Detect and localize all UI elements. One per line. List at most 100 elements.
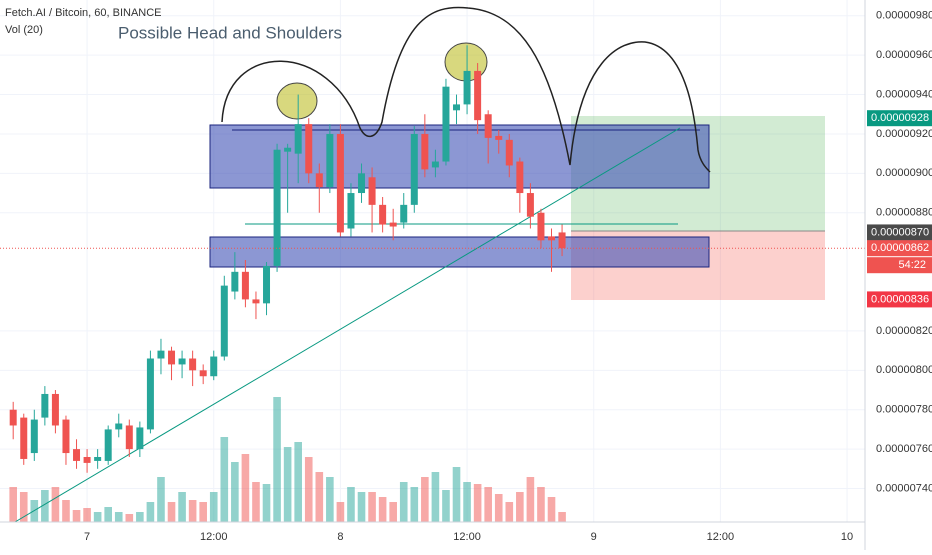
volume-bar: [452, 467, 461, 522]
volume-bar: [526, 477, 535, 522]
volume-bar: [357, 492, 366, 522]
volume-bar: [188, 500, 197, 522]
volume-bar: [389, 502, 397, 522]
candle-body: [210, 356, 218, 377]
candle-body: [263, 265, 271, 304]
y-tick-label: 0.00000820: [876, 325, 932, 337]
volume-bar: [336, 502, 345, 522]
candle-body: [495, 135, 503, 140]
candle-body: [94, 456, 102, 461]
candle-body: [241, 271, 249, 300]
volume-bar: [220, 437, 229, 522]
volume-bar: [231, 462, 239, 522]
candle-body: [453, 104, 461, 111]
volume-bar: [72, 510, 81, 522]
candle-body: [73, 449, 81, 461]
support-box: [209, 236, 710, 268]
candle-body: [347, 193, 355, 229]
y-tick-label: 0.00000780: [876, 404, 932, 416]
y-tick-label: 0.00000740: [876, 482, 932, 494]
drawings: [14, 6, 825, 523]
candle-body: [463, 70, 471, 105]
candle-body: [104, 429, 112, 461]
candle-body: [284, 147, 292, 152]
candle-body: [442, 86, 450, 162]
axis-labels: 0.00000980 0.00000960 0.00000940 0.00000920…: [84, 10, 932, 543]
countdown-box: [867, 257, 932, 274]
candle-body: [379, 204, 387, 225]
candle-body: [410, 133, 418, 205]
volume-bar: [410, 487, 419, 522]
candle-body: [305, 124, 313, 174]
candle-body: [125, 425, 133, 450]
x-tick-label: 9: [591, 531, 597, 543]
candle-body: [400, 204, 408, 223]
volume-bar: [93, 512, 102, 522]
volume-bar: [547, 497, 556, 522]
volume-bar: [19, 492, 28, 522]
candle-body: [273, 149, 281, 266]
volume-bar: [516, 492, 524, 522]
volume-bar: [421, 477, 429, 522]
candle-body: [189, 358, 197, 371]
volume-bar: [252, 482, 260, 522]
volume-bar: [283, 447, 292, 522]
candle-body: [431, 161, 439, 168]
candle-body: [178, 358, 186, 365]
y-tick-label: 0.00000920: [876, 128, 932, 140]
countdown: 54:22: [898, 259, 926, 271]
candle-body: [516, 161, 524, 194]
volume-bar: [484, 487, 492, 522]
volume-bar: [83, 508, 91, 522]
volume-bar: [273, 397, 281, 522]
candle-body: [51, 393, 59, 426]
volume-bar: [537, 487, 545, 522]
candle-body: [62, 419, 70, 454]
candle-body: [231, 271, 239, 292]
price-axis: [865, 0, 932, 550]
volume-bar: [104, 507, 112, 522]
volume-bar: [136, 512, 144, 522]
volume-bar: [494, 494, 503, 522]
candles: [0, 45, 865, 473]
candle-body: [315, 173, 323, 188]
volume-bar: [62, 500, 70, 522]
indicator-label: Vol (20): [5, 24, 43, 36]
volume-bar: [157, 477, 165, 522]
price-label-box: [867, 240, 932, 257]
chart-title: Fetch.AI / Bitcoin, 60, BINANCE: [5, 7, 162, 19]
candle-body: [115, 423, 123, 430]
volume-bar: [262, 484, 271, 522]
price-label: 0.00000928: [871, 112, 929, 124]
volume-bar: [304, 457, 313, 522]
resistance-box: [209, 124, 710, 189]
trend-line: [14, 127, 681, 523]
volume-bar: [347, 487, 355, 522]
price-label: 0.00000862: [871, 242, 929, 254]
volume-bar: [558, 512, 566, 522]
volume-bar: [125, 514, 134, 522]
candle-body: [526, 193, 534, 217]
y-tick-label: 0.00000940: [876, 88, 932, 100]
price-label-box: [867, 224, 932, 241]
price-label: 0.00000836: [871, 293, 929, 305]
candle-body: [30, 419, 38, 454]
candle-body: [146, 358, 154, 430]
candle-body: [199, 370, 207, 377]
volume-bar: [442, 490, 450, 522]
volume-bar: [146, 502, 155, 522]
x-tick-label: 12:00: [200, 531, 228, 543]
volume-bar: [41, 490, 49, 522]
y-tick-label: 0.00000980: [876, 10, 932, 22]
volume-bar: [199, 502, 207, 522]
candle-body: [326, 133, 334, 188]
candle-body: [168, 350, 176, 365]
volume-bar: [473, 484, 482, 522]
volume-bar: [431, 472, 440, 522]
candle-body: [83, 456, 91, 463]
volume-bar: [294, 442, 302, 522]
y-tick-label: 0.00000880: [876, 207, 932, 219]
volume-bar: [315, 472, 324, 522]
y-tick-label: 0.00000960: [876, 49, 932, 61]
candle-body: [294, 124, 302, 154]
